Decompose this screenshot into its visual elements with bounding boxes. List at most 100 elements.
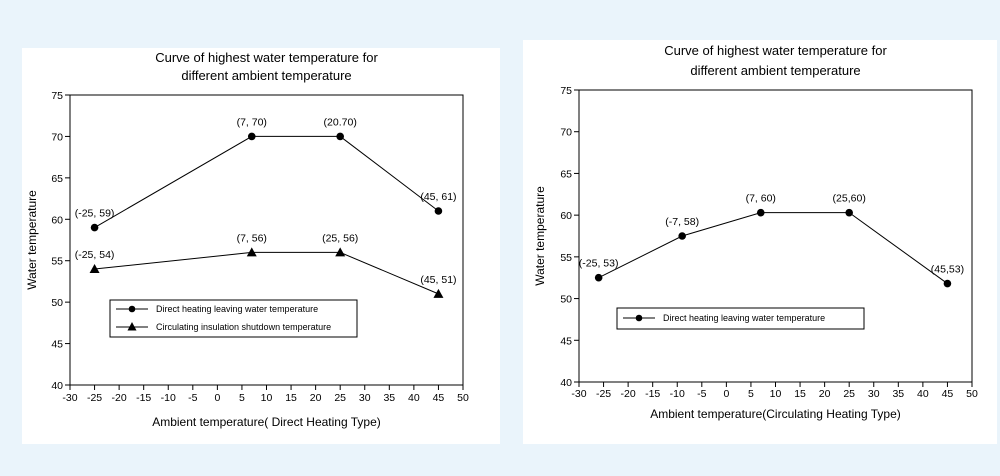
data-label: (45,53) xyxy=(931,264,964,276)
data-point-circle xyxy=(943,279,952,288)
y-tick-label: 60 xyxy=(560,210,572,222)
y-tick-label: 65 xyxy=(51,173,63,185)
x-tick-label: -30 xyxy=(62,392,77,404)
x-tick-label: -15 xyxy=(136,392,151,404)
y-tick-label: 70 xyxy=(51,131,63,143)
series-line xyxy=(94,251,439,295)
y-axis-label: Water temperature xyxy=(533,186,547,286)
x-tick-label: -5 xyxy=(697,388,706,400)
x-tick-label: -20 xyxy=(112,392,127,404)
data-label: (25, 56) xyxy=(322,232,358,244)
data-label: (45, 51) xyxy=(420,274,456,286)
y-tick-label: 75 xyxy=(51,90,63,102)
x-tick-label: 50 xyxy=(966,388,978,400)
series-line xyxy=(94,135,439,229)
chart-frame xyxy=(523,40,997,444)
y-tick-label: 65 xyxy=(560,168,572,180)
x-tick-label: 25 xyxy=(334,392,346,404)
y-tick-label: 75 xyxy=(560,85,572,97)
x-tick-label: 10 xyxy=(770,388,782,400)
data-label: (-25, 54) xyxy=(75,249,115,261)
data-label: (-25, 53) xyxy=(579,258,619,270)
x-tick-label: 0 xyxy=(723,388,729,400)
x-axis-label: Ambient temperature( Direct Heating Type… xyxy=(152,415,381,429)
x-tick-label: 30 xyxy=(868,388,880,400)
chart-circulating-heating: Curve of highest water temperature for di… xyxy=(523,40,997,444)
x-tick-label: 15 xyxy=(285,392,297,404)
x-tick-label: -15 xyxy=(645,388,660,400)
y-axis-label: Water temperature xyxy=(25,190,39,290)
y-tick-label: 55 xyxy=(51,256,63,268)
legend-entry: Direct heating leaving water temperature xyxy=(663,313,825,323)
data-point-circle xyxy=(434,207,443,215)
x-tick-label: -10 xyxy=(670,388,685,400)
x-tick-label: -25 xyxy=(596,388,611,400)
x-tick-label: -30 xyxy=(571,388,586,400)
chart-title-line: Curve of highest water temperature for xyxy=(664,43,887,58)
data-point-triangle xyxy=(246,247,257,257)
y-tick-label: 45 xyxy=(51,339,63,351)
data-point-triangle xyxy=(335,247,346,257)
legend-marker-circle xyxy=(128,305,136,313)
data-label: (-7, 58) xyxy=(665,216,699,228)
x-tick-label: -25 xyxy=(87,392,102,404)
data-point-circle xyxy=(90,223,99,232)
legend-entry: Circulating insulation shutdown temperat… xyxy=(156,322,331,332)
x-tick-label: 5 xyxy=(748,388,754,400)
x-tick-label: 40 xyxy=(408,392,420,404)
data-point-circle xyxy=(594,273,603,282)
x-tick-label: 50 xyxy=(457,392,469,404)
legend-entry: Direct heating leaving water temperature xyxy=(156,304,318,314)
data-point-circle xyxy=(247,132,256,141)
x-tick-label: -10 xyxy=(161,392,176,404)
x-tick-label: 45 xyxy=(433,392,445,404)
legend-marker-triangle xyxy=(127,322,137,331)
y-tick-label: 40 xyxy=(51,380,63,392)
chart-title-line: different ambient temperature xyxy=(181,68,351,83)
chart-direct-heating: Curve of highest water temperature for di… xyxy=(22,48,500,444)
x-tick-label: 15 xyxy=(794,388,806,400)
x-tick-label: 5 xyxy=(239,392,245,404)
data-label: (7, 60) xyxy=(746,193,776,205)
data-label: (20.70) xyxy=(324,116,357,128)
data-label: (45, 61) xyxy=(420,191,456,203)
data-label: (7, 56) xyxy=(237,232,267,244)
x-axis-label: Ambient temperature(Circulating Heating … xyxy=(650,407,901,421)
x-tick-label: 45 xyxy=(942,388,954,400)
x-tick-label: 35 xyxy=(892,388,904,400)
legend-marker-circle xyxy=(635,314,643,322)
x-tick-label: 25 xyxy=(843,388,855,400)
x-tick-label: 35 xyxy=(383,392,395,404)
data-point-circle xyxy=(756,208,765,217)
data-point-triangle xyxy=(89,264,100,273)
legend-box xyxy=(616,307,865,330)
data-point-circle xyxy=(336,132,344,141)
x-tick-label: 0 xyxy=(214,392,220,404)
data-label: (7, 70) xyxy=(237,116,267,128)
data-label: (-25, 59) xyxy=(75,208,115,220)
y-tick-label: 55 xyxy=(560,252,572,264)
x-tick-label: 20 xyxy=(819,388,831,400)
legend-box xyxy=(109,299,358,338)
data-label: (25,60) xyxy=(833,193,866,205)
y-tick-label: 50 xyxy=(51,297,63,309)
x-tick-label: 20 xyxy=(310,392,322,404)
y-tick-label: 70 xyxy=(560,127,572,139)
x-tick-label: 10 xyxy=(261,392,273,404)
data-point-triangle xyxy=(433,288,444,298)
chart-title-line: Curve of highest water temperature for xyxy=(155,50,378,65)
x-tick-label: 40 xyxy=(917,388,929,400)
y-tick-label: 40 xyxy=(560,377,572,389)
x-tick-label: -5 xyxy=(188,392,197,404)
x-tick-label: -20 xyxy=(621,388,636,400)
data-point-circle xyxy=(678,232,686,240)
x-tick-label: 30 xyxy=(359,392,371,404)
data-point-circle xyxy=(845,208,853,217)
y-tick-label: 60 xyxy=(51,214,63,226)
y-tick-label: 45 xyxy=(560,335,572,347)
chart-title-line: different ambient temperature xyxy=(690,63,860,78)
y-tick-label: 50 xyxy=(560,294,572,306)
chart-frame xyxy=(22,48,500,444)
